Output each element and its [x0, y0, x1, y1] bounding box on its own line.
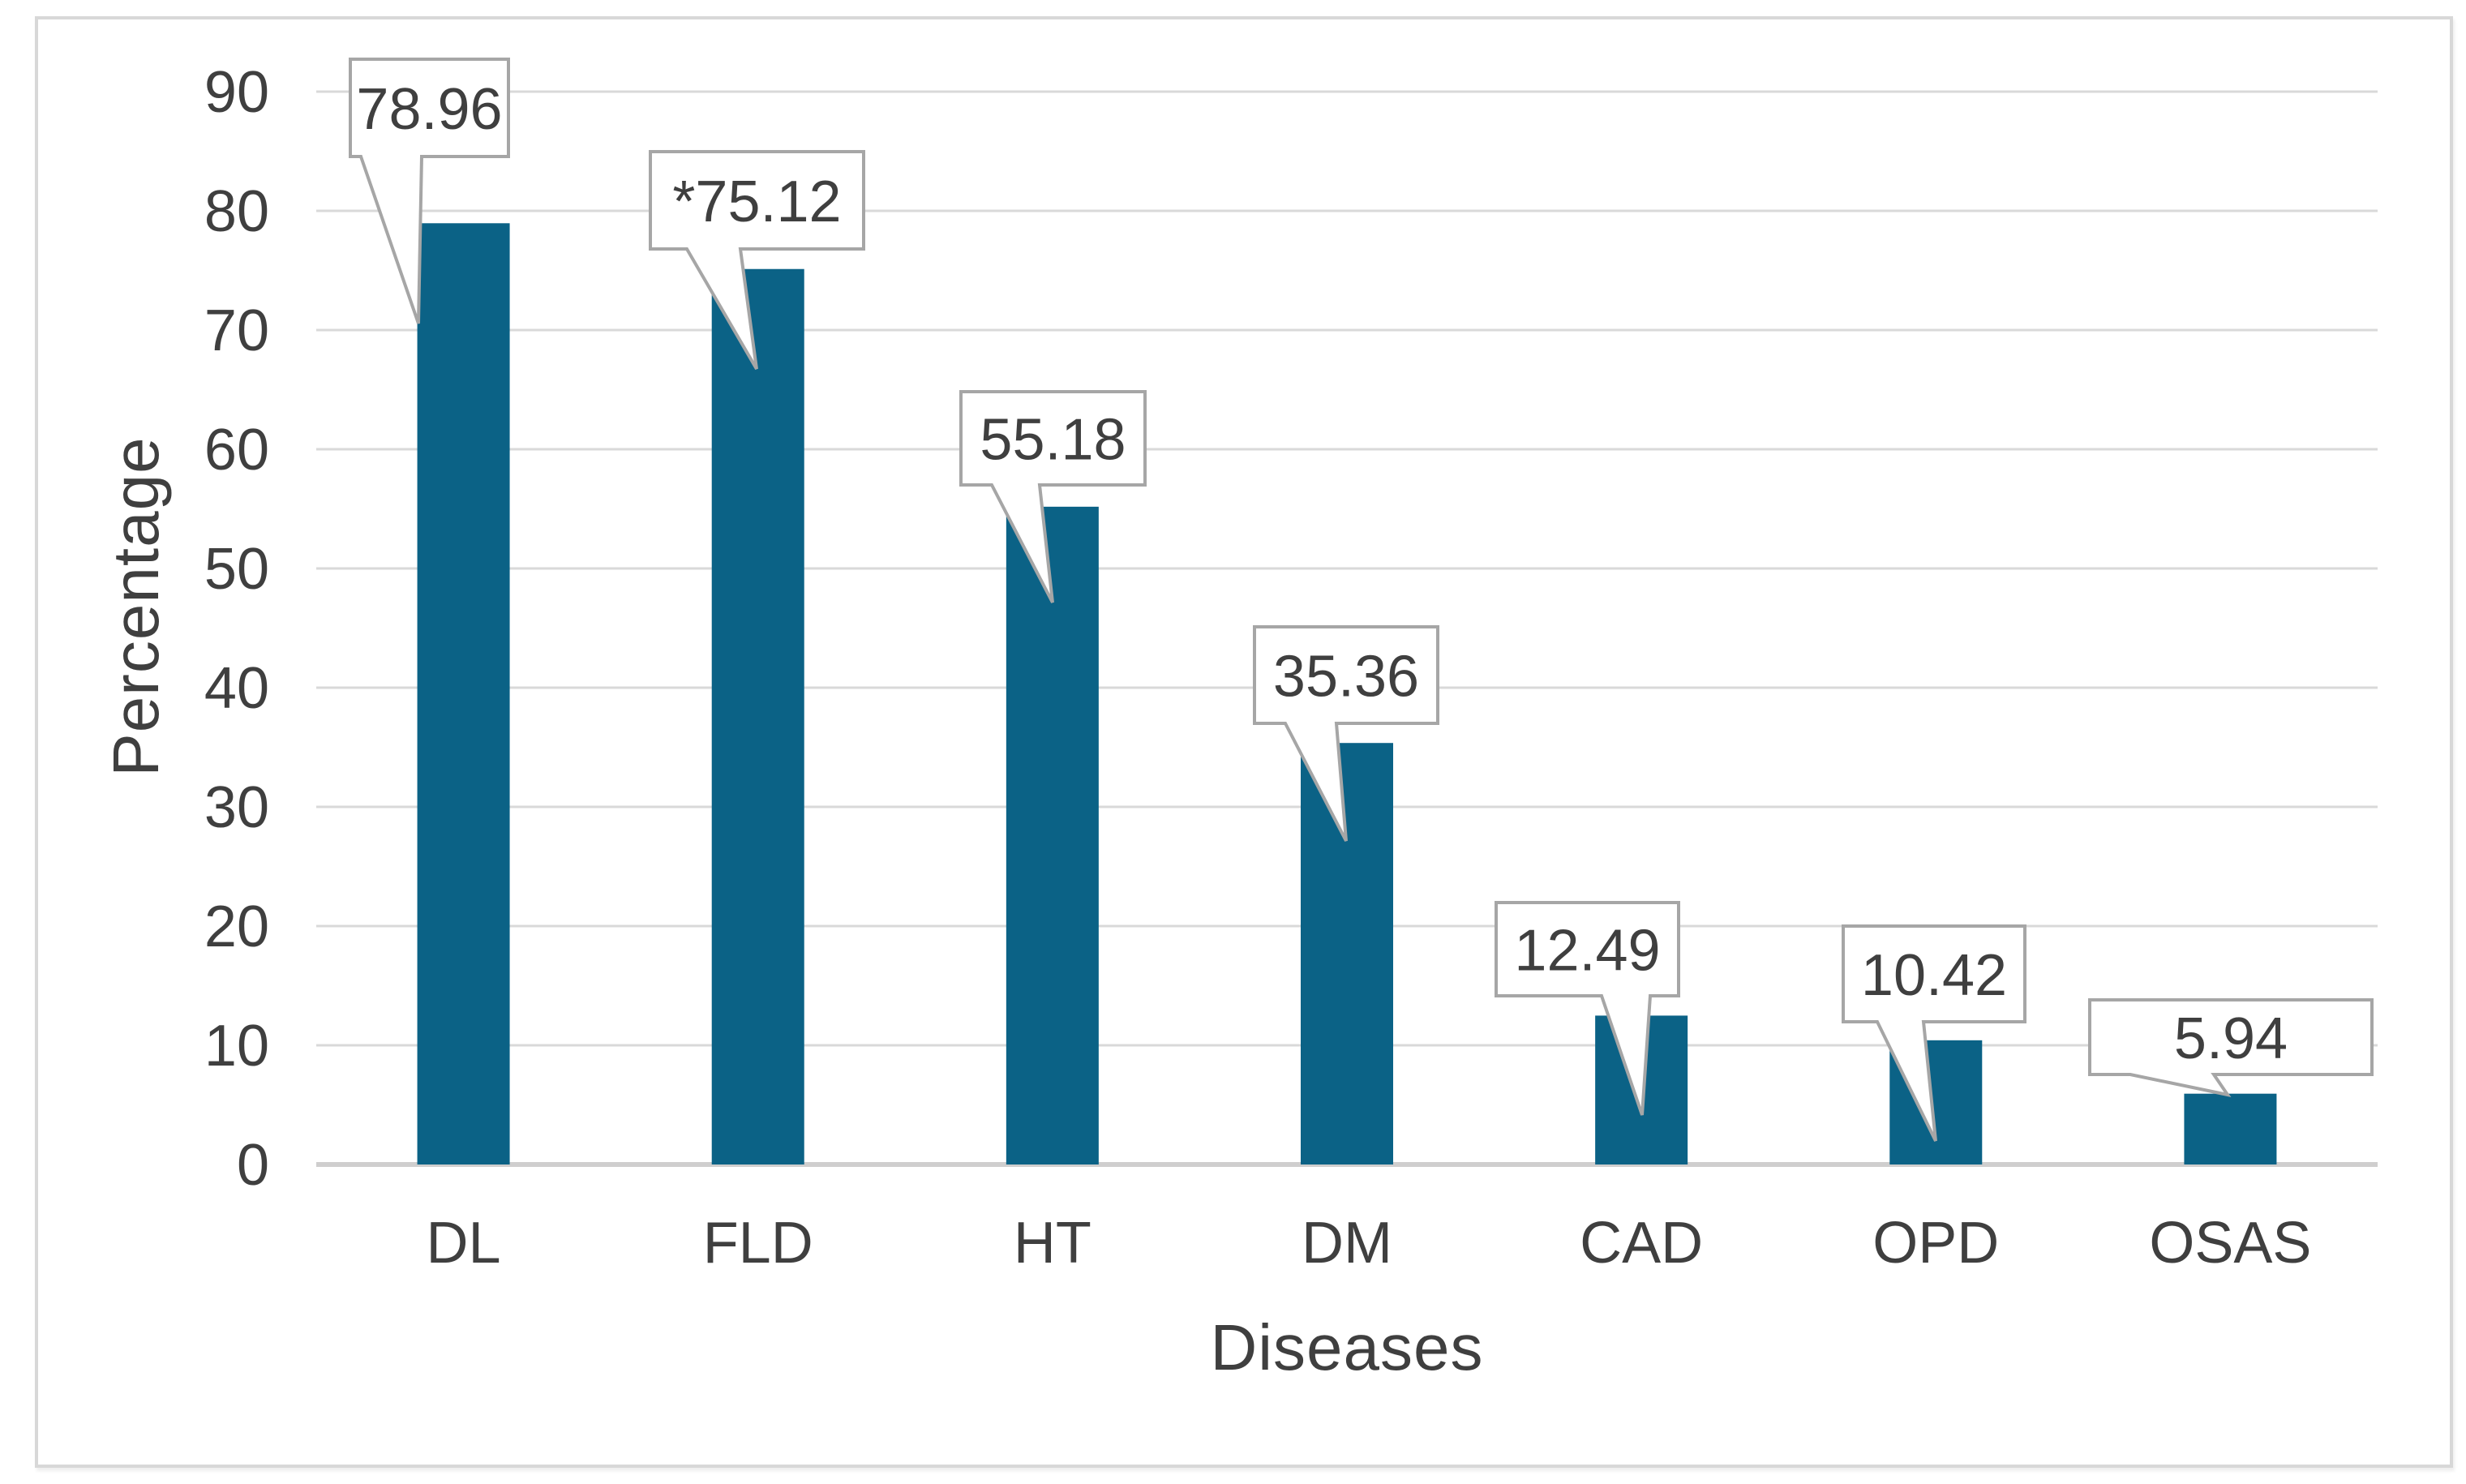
- y-tick-label: 30: [204, 775, 269, 840]
- y-tick-label: 10: [204, 1014, 269, 1079]
- data-label-value: 10.42: [1861, 943, 2007, 1008]
- data-label-callout: [349, 58, 510, 324]
- data-label-callout: [959, 390, 1147, 603]
- data-label-value: 12.49: [1514, 919, 1660, 984]
- y-tick-label: 70: [204, 298, 269, 363]
- data-label-callout: [2088, 998, 2374, 1097]
- y-tick-label: 50: [204, 537, 269, 602]
- data-label-callout: [1495, 901, 1680, 1116]
- data-label-callout: [1842, 924, 2026, 1142]
- y-tick-label: 20: [204, 894, 269, 959]
- x-category-label: CAD: [1580, 1211, 1703, 1276]
- y-tick-label: 60: [204, 418, 269, 483]
- data-label-value: 5.94: [2174, 1006, 2288, 1071]
- y-tick-label: 90: [204, 60, 269, 125]
- bar-DM: [1301, 743, 1393, 1164]
- x-axis-title: Diseases: [1210, 1311, 1484, 1383]
- data-label-callout: [1253, 625, 1439, 842]
- x-category-label: OSAS: [2149, 1211, 2311, 1276]
- x-category-label: HT: [1014, 1211, 1091, 1276]
- y-tick-label: 40: [204, 656, 269, 721]
- bar-DL: [417, 223, 510, 1165]
- data-label-value: 35.36: [1273, 645, 1419, 710]
- bar-FLD: [711, 268, 804, 1165]
- x-category-label: DL: [427, 1211, 501, 1276]
- x-category-label: OPD: [1872, 1211, 1999, 1276]
- y-axis-title: Percentage: [100, 436, 172, 777]
- y-tick-label: 80: [204, 179, 269, 244]
- data-label-value: 78.96: [356, 77, 502, 142]
- bar-HT: [1006, 506, 1099, 1164]
- data-label-callout: [649, 150, 865, 371]
- y-tick-label: 0: [237, 1133, 269, 1198]
- data-label-value: 55.18: [980, 408, 1126, 473]
- x-category-label: FLD: [703, 1211, 813, 1276]
- bar-OSAS: [2184, 1093, 2277, 1164]
- x-category-label: DM: [1302, 1211, 1392, 1276]
- data-label-value: *75.12: [672, 169, 841, 234]
